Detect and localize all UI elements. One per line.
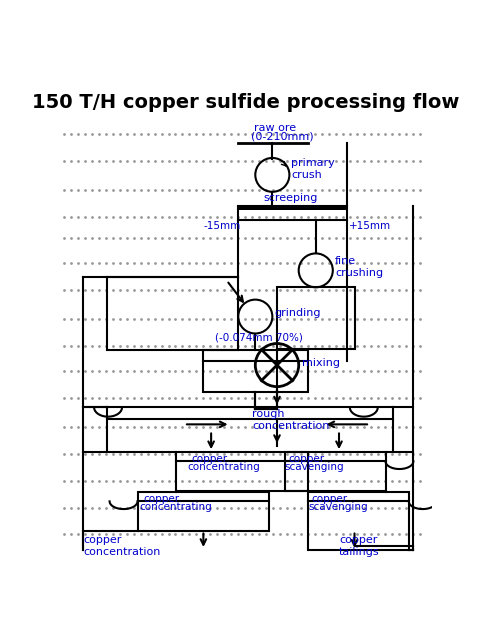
Bar xyxy=(176,452,308,490)
Text: screeping: screeping xyxy=(263,193,317,204)
Bar xyxy=(308,492,409,550)
Text: copper
concentration: copper concentration xyxy=(83,536,161,557)
Text: copper: copper xyxy=(192,453,228,464)
Text: rough
concentration: rough concentration xyxy=(252,409,330,431)
Text: scavenging: scavenging xyxy=(285,462,344,472)
Text: (-0.074mm 70%): (-0.074mm 70%) xyxy=(215,333,303,343)
Text: (0-210mm): (0-210mm) xyxy=(252,132,314,142)
Text: -15mm: -15mm xyxy=(204,221,240,231)
Bar xyxy=(204,350,308,392)
Text: primary
crush: primary crush xyxy=(291,158,335,179)
Bar xyxy=(238,205,347,211)
Text: mixing: mixing xyxy=(302,358,340,368)
Text: copper: copper xyxy=(144,494,180,504)
Bar xyxy=(277,287,355,349)
Bar xyxy=(107,277,238,350)
Text: copper: copper xyxy=(312,494,348,504)
Bar xyxy=(285,452,385,490)
Text: raw ore: raw ore xyxy=(254,123,296,132)
Text: copper: copper xyxy=(288,453,325,464)
Bar xyxy=(137,492,269,530)
Text: fine
crushing: fine crushing xyxy=(335,256,383,278)
Text: +15mm: +15mm xyxy=(349,221,391,231)
Text: concentrating: concentrating xyxy=(188,462,261,472)
Text: grinding: grinding xyxy=(274,308,321,319)
Text: 150 T/H copper sulfide processing flow: 150 T/H copper sulfide processing flow xyxy=(32,93,460,113)
Bar xyxy=(238,205,347,219)
Text: concentrating: concentrating xyxy=(140,502,213,512)
Text: scavenging: scavenging xyxy=(308,502,368,512)
Text: copper
tailings: copper tailings xyxy=(339,536,380,557)
